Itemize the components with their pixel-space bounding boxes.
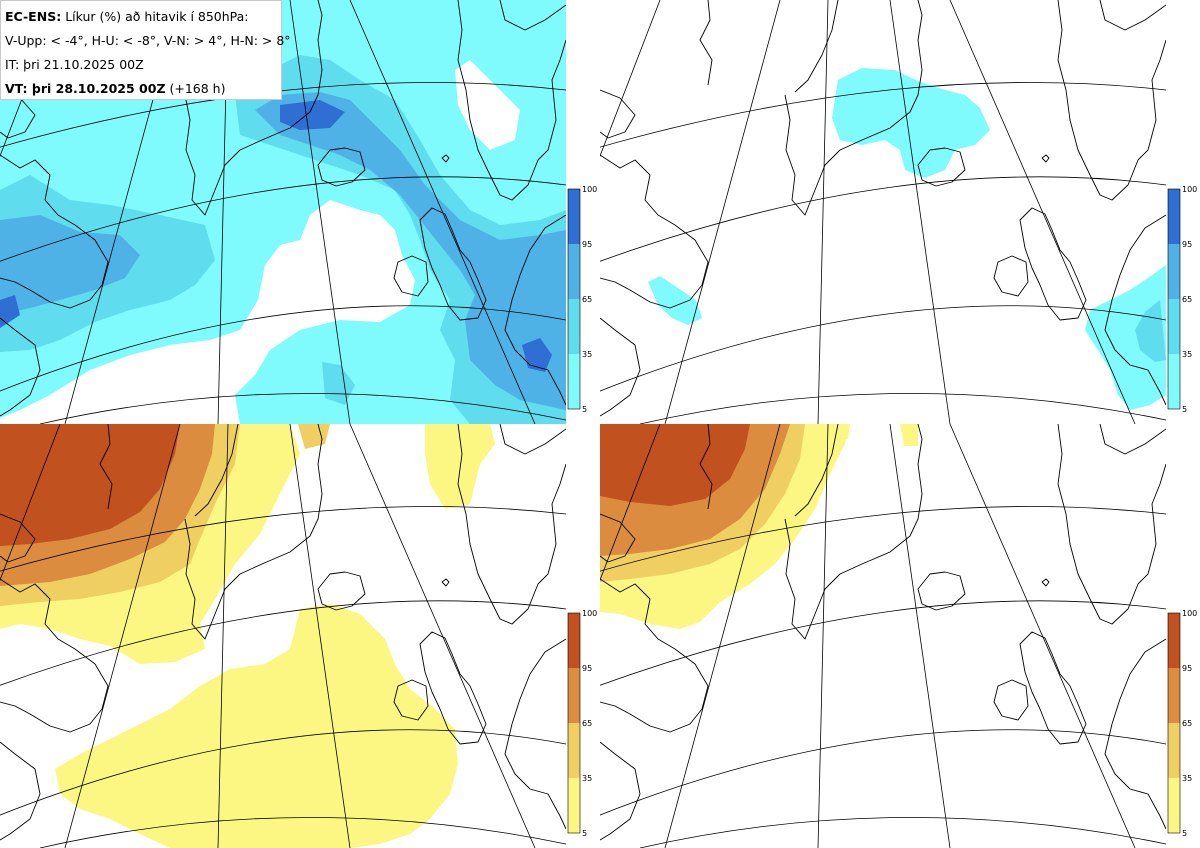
colorbar-tick: 100 bbox=[582, 610, 597, 618]
colorbar-tick: 95 bbox=[1182, 664, 1192, 673]
source-label: EC-ENS: bbox=[5, 9, 62, 24]
colorbar-tick: 65 bbox=[582, 295, 592, 304]
colorbar-tick: 5 bbox=[1182, 829, 1187, 838]
colorbar-tick: 65 bbox=[1182, 719, 1192, 728]
valid-time: VT: þri 28.10.2025 00Z bbox=[5, 81, 166, 96]
colorbar-tick: 5 bbox=[582, 405, 587, 414]
strong-warm-probability-map bbox=[600, 424, 1166, 848]
colorbar-tick: 35 bbox=[1182, 774, 1192, 783]
colorbar-tick: 95 bbox=[1182, 240, 1192, 249]
title-line: EC-ENS: Líkur (%) að hitavik í 850hPa: bbox=[5, 5, 281, 29]
warm-probability-map bbox=[0, 424, 566, 848]
map-panel-cold-upper-left bbox=[0, 0, 566, 424]
colorbar-tick: 100 bbox=[582, 186, 597, 194]
colorbar-tick: 5 bbox=[582, 829, 587, 838]
colorbar-tick: 65 bbox=[1182, 295, 1192, 304]
map-title: Líkur (%) að hitavik í 850hPa: bbox=[65, 9, 249, 24]
colorbar-tick: 5 bbox=[1182, 405, 1187, 414]
colorbar-tick: 35 bbox=[582, 774, 592, 783]
colorbar-tick: 35 bbox=[582, 350, 592, 359]
map-panel-warm-lower-right bbox=[600, 424, 1166, 848]
legend-line: V-Upp: < -4°, H-U: < -8°, V-N: > 4°, H-N… bbox=[5, 33, 291, 48]
map-panel-warm-lower-left bbox=[0, 424, 566, 848]
warm-field-level-4 bbox=[0, 424, 180, 546]
colorbar-cold-right: 100 95 65 35 5 bbox=[1166, 186, 1198, 416]
map-info-box: EC-ENS: Líkur (%) að hitavik í 850hPa: V… bbox=[0, 0, 291, 101]
colorbar-cold-left: 100 95 65 35 5 bbox=[566, 186, 598, 416]
strong-cold-field-level-1 bbox=[832, 68, 990, 178]
strong-warm-field-level-4 bbox=[600, 424, 750, 506]
colorbar-tick: 35 bbox=[1182, 350, 1192, 359]
map-panel-cold-upper-right bbox=[600, 0, 1166, 424]
valid-time-line: VT: þri 28.10.2025 00Z (+168 h) bbox=[5, 77, 281, 101]
strong-cold-field-level-2 bbox=[1135, 300, 1166, 362]
colorbar-tick: 95 bbox=[582, 240, 592, 249]
lead-time: (+168 h) bbox=[169, 81, 226, 96]
colorbar-tick: 65 bbox=[582, 719, 592, 728]
init-time: IT: þri 21.10.2025 00Z bbox=[5, 57, 144, 72]
cold-field-level-3 bbox=[0, 215, 140, 315]
colorbar-tick: 95 bbox=[582, 664, 592, 673]
cold-probability-map bbox=[0, 0, 566, 424]
strong-cold-probability-map bbox=[600, 0, 1166, 424]
colorbar-warm-left: 100 95 65 35 5 bbox=[566, 610, 598, 840]
colorbar-tick: 100 bbox=[1182, 610, 1197, 618]
cold-field-level-1 bbox=[0, 0, 566, 424]
colorbar-tick: 100 bbox=[1182, 186, 1197, 194]
colorbar-warm-right: 100 95 65 35 5 bbox=[1166, 610, 1198, 840]
